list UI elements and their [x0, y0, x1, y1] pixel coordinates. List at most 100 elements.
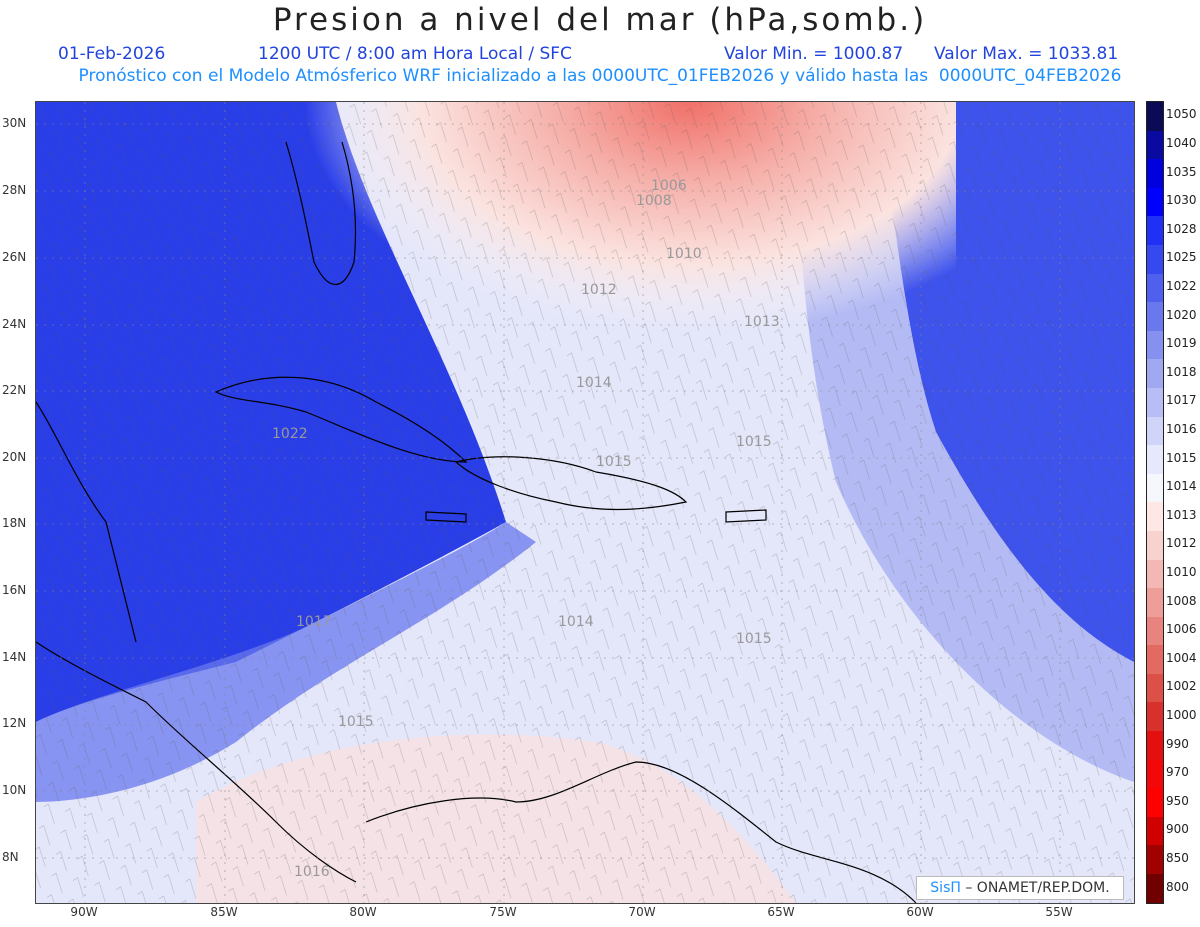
- color-scale-swatch: [1147, 530, 1163, 560]
- lat-label: 22N: [2, 383, 27, 397]
- color-scale-label: 1010: [1166, 565, 1197, 580]
- credit-box: SisΠ – ONAMET/REP.DOM.: [916, 876, 1124, 900]
- lon-label: 65W: [767, 905, 795, 919]
- contour-label: 1010: [666, 246, 702, 262]
- color-scale-label: 1018: [1166, 364, 1197, 379]
- lat-label: 26N: [2, 250, 27, 264]
- color-scale-label: 1016: [1166, 421, 1197, 436]
- color-scale-label: 800: [1166, 879, 1189, 894]
- color-scale-swatch: [1147, 273, 1163, 303]
- contour-label: 1014: [558, 614, 594, 630]
- max-value: Valor Max. = 1033.81: [934, 44, 1119, 64]
- color-scale-label: 1015: [1166, 450, 1197, 465]
- color-scale-label: 1040: [1166, 135, 1197, 150]
- wind-barbs: [36, 102, 1134, 903]
- contour-label: 1015: [596, 454, 632, 470]
- min-value: Valor Min. = 1000.87: [724, 44, 904, 64]
- color-scale-label: 1020: [1166, 307, 1197, 322]
- lon-label: 90W: [70, 905, 98, 919]
- grid-lines: [36, 102, 1134, 903]
- valid-time: 1200 UTC / 8:00 am Hora Local / SFC: [258, 44, 572, 64]
- lon-label: 70W: [628, 905, 656, 919]
- contour-label: 1022: [272, 426, 308, 442]
- color-scale-swatch: [1147, 416, 1163, 446]
- contour-label: 1013: [744, 314, 780, 330]
- color-scale-label: 990: [1166, 736, 1189, 751]
- lon-label: 85W: [210, 905, 238, 919]
- color-scale-swatch: [1147, 159, 1163, 188]
- contour-label: 1012: [581, 282, 617, 298]
- color-scale-swatch: [1147, 759, 1163, 789]
- color-scale-swatch: [1147, 302, 1163, 331]
- color-scale-label: 1000: [1166, 708, 1197, 723]
- lat-label: 12N: [2, 716, 27, 730]
- lat-label: 14N: [2, 650, 27, 664]
- run-date: 01-Feb-2026: [58, 44, 166, 64]
- color-scale-label: 1002: [1166, 679, 1197, 694]
- contour-label: 1015: [736, 434, 772, 450]
- color-scale-label: 1019: [1166, 336, 1197, 351]
- color-scale-swatch: [1147, 788, 1163, 817]
- color-scale-label: 1013: [1166, 507, 1197, 522]
- color-scale-label: 1008: [1166, 593, 1197, 608]
- contour-label: 1008: [636, 193, 672, 209]
- color-scale-label: 1022: [1166, 278, 1197, 293]
- lat-label: 28N: [2, 183, 27, 197]
- lat-label: 10N: [2, 783, 27, 797]
- color-scale-swatch: [1147, 330, 1163, 360]
- color-scale-swatch: [1147, 731, 1163, 760]
- lat-label: 30N: [2, 116, 27, 130]
- pressure-map: 1006 1008 1010 1012 1013 1014 1015 1015 …: [35, 101, 1135, 904]
- contour-label: 1017: [296, 614, 332, 630]
- sisp-logo: SisΠ: [930, 880, 961, 896]
- color-scale-swatch: [1147, 874, 1163, 903]
- color-scale-swatch: [1147, 102, 1163, 131]
- lat-label: 8N: [2, 850, 19, 864]
- color-scale-label: 1004: [1166, 650, 1197, 665]
- color-scale-swatch: [1147, 130, 1163, 160]
- coastlines: [36, 141, 917, 903]
- color-scale-swatch: [1147, 473, 1163, 503]
- forecast-info: Pronóstico con el Modelo Atmósferico WRF…: [78, 66, 1122, 86]
- credit-org: – ONAMET/REP.DOM.: [960, 880, 1110, 896]
- lon-label: 75W: [489, 905, 517, 919]
- lat-label: 18N: [2, 516, 27, 530]
- color-scale-label: 1012: [1166, 536, 1197, 551]
- color-scale-label: 900: [1166, 822, 1189, 837]
- contour-labels: 1006 1008 1010 1012 1013 1014 1015 1015 …: [272, 178, 780, 880]
- lon-label: 60W: [906, 905, 934, 919]
- contour-label: 1016: [294, 864, 330, 880]
- color-scale-swatch: [1147, 816, 1163, 846]
- lon-label: 55W: [1045, 905, 1073, 919]
- color-scale-swatch: [1147, 387, 1163, 417]
- color-scale-swatch: [1147, 845, 1163, 875]
- contour-label: 1006: [651, 178, 687, 194]
- contour-label: 1015: [736, 631, 772, 647]
- color-scale-label: 1028: [1166, 221, 1197, 236]
- color-scale-swatch: [1147, 244, 1163, 274]
- color-scale-swatch: [1147, 702, 1163, 732]
- color-scale-label: 850: [1166, 851, 1189, 866]
- lat-label: 24N: [2, 317, 27, 331]
- color-scale-swatch: [1147, 359, 1163, 388]
- color-scale-swatch: [1147, 187, 1163, 217]
- map-title: Presion a nivel del mar (hPa,somb.): [272, 2, 928, 38]
- color-scale-swatch: [1147, 445, 1163, 474]
- color-scale-swatch: [1147, 588, 1163, 617]
- lon-label: 80W: [349, 905, 377, 919]
- color-scale-label: 1006: [1166, 622, 1197, 637]
- color-scale-label: 970: [1166, 765, 1189, 780]
- color-scale-swatch: [1147, 616, 1163, 646]
- color-scale-label: 1014: [1166, 479, 1197, 494]
- color-scale-label: 1025: [1166, 250, 1197, 265]
- color-scale-label: 1035: [1166, 164, 1197, 179]
- lat-label: 16N: [2, 583, 27, 597]
- color-scale-label: 1050: [1166, 107, 1197, 122]
- color-scale-swatch: [1147, 673, 1163, 703]
- color-scale-label: 950: [1166, 793, 1189, 808]
- lat-label: 20N: [2, 450, 27, 464]
- color-scale-swatch: [1147, 645, 1163, 674]
- color-scale-swatch: [1147, 216, 1163, 245]
- color-scale-label: 1017: [1166, 393, 1197, 408]
- contour-label: 1015: [338, 714, 374, 730]
